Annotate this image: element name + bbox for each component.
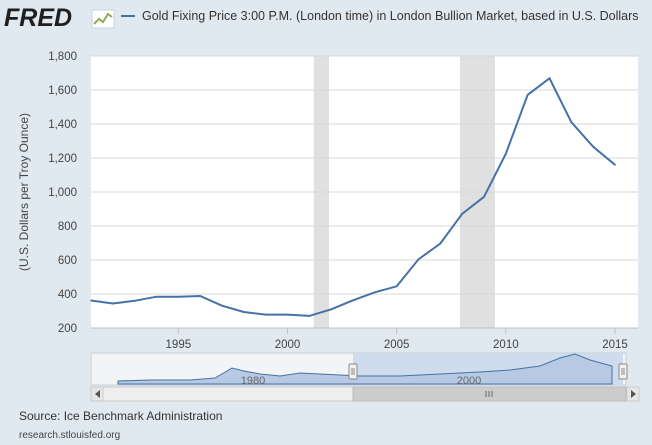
- legend-series-swatch: [121, 15, 135, 17]
- data-point-1993: [133, 300, 136, 302]
- navigator-left-handle[interactable]: [348, 363, 358, 380]
- x-tick-label-2015: 2015: [602, 339, 628, 351]
- y-tick-label-1400: 1,400: [48, 119, 77, 131]
- y-tick-label-1600: 1,600: [48, 85, 77, 97]
- data-point-2009: [483, 195, 485, 198]
- handle-grip[interactable]: [618, 363, 628, 380]
- navigator-label-2000: 2000: [457, 375, 481, 387]
- series-points: [90, 77, 616, 317]
- x-tick-label-2010: 2010: [493, 339, 519, 351]
- x-tick-label-2000: 2000: [275, 339, 301, 351]
- data-point-2005: [395, 285, 398, 288]
- fred-logo-text: FRED: [4, 4, 72, 32]
- data-point-2008: [461, 212, 463, 215]
- y-tick-label-1000: 1,000: [48, 187, 77, 199]
- data-point-2007: [439, 242, 442, 245]
- data-point-1992: [112, 302, 114, 305]
- data-point-2012: [548, 77, 551, 80]
- y-tick-label-1800: 1,800: [48, 51, 77, 63]
- arrow-right-icon: [631, 390, 636, 398]
- arrow-left-icon: [95, 390, 100, 398]
- data-point-2003: [352, 299, 354, 302]
- handle-grip[interactable]: [348, 363, 358, 380]
- data-point-2013: [570, 121, 573, 123]
- data-point-1999: [264, 313, 267, 316]
- data-point-2015: [614, 164, 616, 166]
- data-point-2002: [330, 308, 332, 311]
- data-point-1996: [199, 295, 201, 297]
- legend-series-label: Gold Fixing Price 3:00 P.M. (London time…: [142, 9, 639, 23]
- navigator-label-1980: 1980: [241, 375, 265, 387]
- y-tick-label-400: 400: [58, 289, 77, 301]
- y-axis-ticks: 200 400 600 800 1,000 1,200 1,400 1,600 1,800: [48, 51, 77, 335]
- x-tick-label-2005: 2005: [384, 339, 410, 351]
- data-point-2004: [374, 291, 376, 294]
- data-point-2001: [308, 315, 311, 317]
- chart-header: FRED Gold Fixing Price 3:00 P.M. (London…: [0, 0, 652, 40]
- x-tick-label-1995: 1995: [166, 339, 192, 351]
- y-tick-label-600: 600: [58, 255, 77, 267]
- data-point-2010: [505, 152, 507, 155]
- navigator-right-handle[interactable]: [618, 363, 628, 380]
- fred-logo[interactable]: FRED: [4, 2, 116, 36]
- x-axis-ticks: 1995 2000 2005 2010 2015: [91, 327, 638, 351]
- data-point-1991: [90, 299, 92, 302]
- site-url[interactable]: research.stlouisfed.org: [19, 430, 121, 441]
- y-tick-label-800: 800: [58, 221, 77, 233]
- data-point-2000: [286, 313, 289, 316]
- gridlines: [91, 55, 638, 329]
- data-point-1997: [221, 304, 223, 307]
- fred-chart-icon: [91, 9, 115, 29]
- data-point-1998: [243, 311, 245, 313]
- source-note: Source: Ice Benchmark Administration: [19, 409, 223, 423]
- data-point-2011: [526, 93, 529, 96]
- data-point-1995: [177, 295, 180, 298]
- data-point-2006: [417, 258, 420, 261]
- y-tick-label-1200: 1,200: [48, 153, 77, 165]
- y-axis-title: (U.S. Dollars per Troy Ounce): [17, 113, 31, 271]
- chart-area: 200 400 600 800 1,000 1,200 1,400 1,600 1,800 19…: [17, 51, 640, 402]
- data-point-2014: [592, 145, 594, 148]
- legend[interactable]: Gold Fixing Price 3:00 P.M. (London time…: [121, 9, 639, 23]
- data-point-1994: [155, 295, 158, 298]
- y-tick-label-200: 200: [58, 323, 77, 335]
- navigator-scrollbar[interactable]: [90, 386, 640, 402]
- range-navigator[interactable]: 1980 2000: [90, 352, 640, 402]
